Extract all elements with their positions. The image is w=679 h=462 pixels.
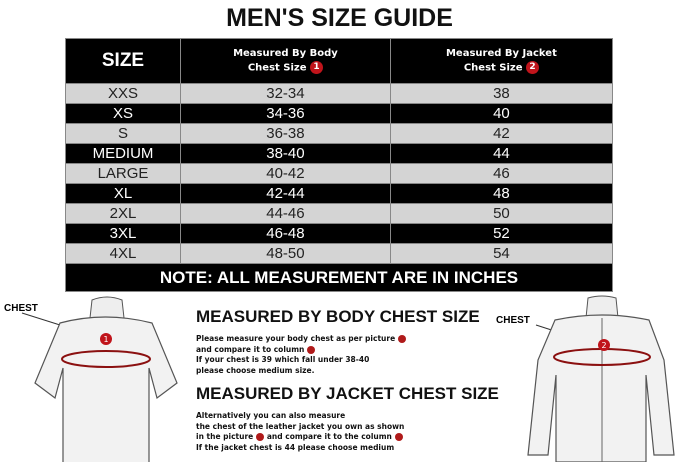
size-table: SIZE Measured By Body Chest Size 1 Measur… — [65, 38, 614, 292]
table-row: XL 42-44 48 — [65, 183, 614, 204]
badge-2-icon: 2 — [526, 60, 540, 74]
cell-jacket: 52 — [389, 223, 614, 244]
table-row: XS 34-36 40 — [65, 103, 614, 124]
tshirt-figure-icon: 1 — [21, 296, 178, 462]
cell-body: 46-48 — [180, 223, 391, 244]
header-line: Measured By Body — [233, 47, 338, 59]
badge-1-icon — [307, 345, 316, 354]
cell-size: LARGE — [65, 163, 181, 184]
cell-body: 42-44 — [180, 183, 391, 204]
cell-size: 3XL — [65, 223, 181, 244]
table-row: S 36-38 42 — [65, 123, 614, 144]
body-section-heading: MEASURED BY BODY CHEST SIZE — [196, 307, 480, 326]
table-row: LARGE 40-42 46 — [65, 163, 614, 184]
table-row: MEDIUM 38-40 44 — [65, 143, 614, 164]
cell-body: 48-50 — [180, 243, 391, 264]
header-size: SIZE — [65, 38, 181, 84]
table-row: XXS 32-34 38 — [65, 83, 614, 104]
cell-body: 32-34 — [180, 83, 391, 104]
cell-size: XL — [65, 183, 181, 204]
header-line: Chest Size — [247, 62, 307, 74]
text-line: Please measure your body chest as per pi… — [196, 334, 396, 343]
cell-jacket: 38 — [389, 83, 614, 104]
text-segment: and compare it to the column — [266, 432, 392, 441]
badge-2-icon — [256, 433, 265, 441]
table-header: SIZE Measured By Body Chest Size 1 Measur… — [65, 38, 614, 84]
badge-1-icon — [100, 333, 112, 345]
jacket-section-heading: MEASURED BY JACKET CHEST SIZE — [196, 384, 499, 403]
text-line: in the picture and compare it to the col… — [196, 432, 404, 443]
cell-size: MEDIUM — [65, 143, 181, 164]
chest-label-left: CHEST — [4, 303, 38, 314]
cell-size: 4XL — [65, 243, 181, 264]
cell-size: 2XL — [65, 203, 181, 224]
badge-1-icon — [398, 335, 407, 343]
cell-size: XXS — [65, 83, 181, 104]
cell-jacket: 48 — [389, 183, 614, 204]
cell-body: 34-36 — [180, 103, 391, 124]
table-row: 2XL 44-46 50 — [65, 203, 614, 224]
measurement-note: NOTE: ALL MEASUREMENT ARE IN INCHES — [65, 263, 613, 292]
cell-jacket: 42 — [389, 123, 614, 144]
cell-body: 36-38 — [180, 123, 391, 144]
cell-size: XS — [65, 103, 181, 124]
cell-jacket: 54 — [389, 243, 614, 264]
table-row: 3XL 46-48 52 — [65, 223, 614, 244]
cell-body: 38-40 — [180, 143, 391, 164]
badge-1-icon: 1 — [310, 60, 324, 74]
text-line: If the jacket chest is 44 please choose … — [196, 442, 395, 452]
badge-2-icon — [598, 339, 610, 351]
cell-size: S — [65, 123, 181, 144]
text-line: Alternatively you can also measure — [196, 411, 346, 420]
body-section-text: Please measure your body chest as per pi… — [196, 334, 407, 376]
cell-jacket: 44 — [389, 143, 614, 164]
header-line: Measured By Jacket — [445, 47, 557, 59]
table-row: 4XL 48-50 54 — [65, 243, 614, 264]
text-line: and compare it to column — [196, 344, 305, 354]
cell-body: 40-42 — [180, 163, 391, 184]
text-segment: in the picture — [196, 432, 254, 441]
text-line: the chest of the leather jacket you own … — [196, 421, 405, 431]
cell-jacket: 40 — [389, 103, 614, 124]
header-line: Chest Size — [463, 62, 523, 74]
badge-2-icon — [394, 433, 403, 441]
cell-body: 44-46 — [180, 203, 391, 224]
header-body-chest: Measured By Body Chest Size 1 — [180, 38, 391, 84]
badge-text: 2 — [601, 341, 606, 350]
cell-jacket: 50 — [389, 203, 614, 224]
cell-jacket: 46 — [389, 163, 614, 184]
page-title: MEN'S SIZE GUIDE — [226, 4, 453, 32]
text-line: If your chest is 39 which fall under 38-… — [196, 355, 370, 364]
jacket-figure-icon: 2 — [527, 295, 675, 462]
chest-label-right: CHEST — [496, 315, 530, 326]
text-line: please choose medium size. — [196, 365, 315, 375]
jacket-section-text: Alternatively you can also measure the c… — [196, 411, 404, 453]
badge-text: 1 — [103, 335, 108, 344]
header-jacket-chest: Measured By Jacket Chest Size 2 — [389, 38, 614, 84]
